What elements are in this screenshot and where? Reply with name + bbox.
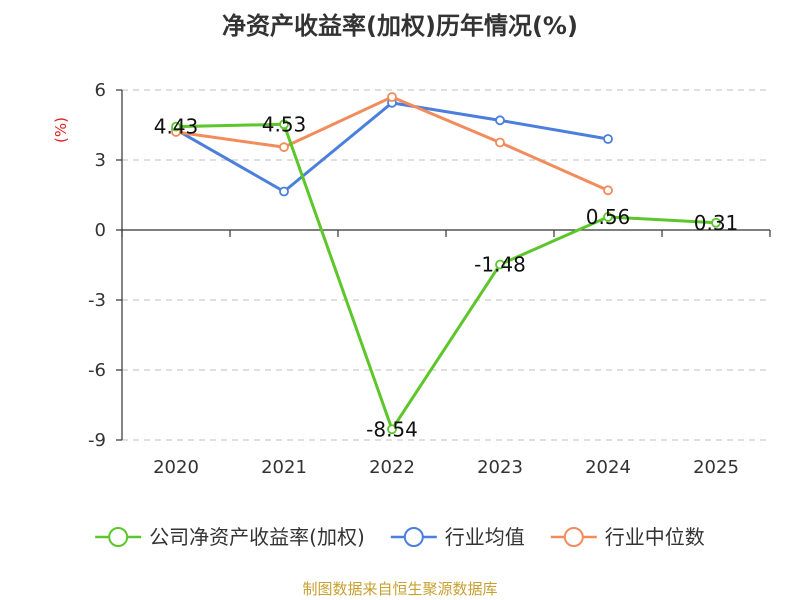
y-tick-label: 0 xyxy=(95,220,106,241)
series-line xyxy=(174,122,718,431)
legend-item[interactable]: 行业均值 xyxy=(390,525,525,549)
data-point xyxy=(603,212,613,222)
y-tick-label: -6 xyxy=(88,360,106,381)
y-tick-label: -3 xyxy=(88,290,106,311)
legend-circle-symbol xyxy=(403,527,424,547)
y-tick-label: -9 xyxy=(88,430,106,451)
data-label: -1.48 xyxy=(474,253,526,277)
x-tick-label: 2020 xyxy=(153,457,199,478)
data-point xyxy=(387,424,397,435)
legend: 公司净资产收益率(加权) 行业均值 行业中位数 xyxy=(95,525,705,549)
data-point xyxy=(279,186,289,197)
data-label: 0.31 xyxy=(694,211,739,235)
data-point xyxy=(279,119,289,130)
x-tick-label: 2022 xyxy=(369,457,415,478)
label-layer: 4.43 4.53 -8.54 -1.48 0.56 0.31 xyxy=(154,112,739,441)
y-axis-label: (%) xyxy=(52,117,70,143)
series-layer xyxy=(171,92,721,435)
data-point xyxy=(279,142,289,153)
axis-layer: 6 3 0 -3 -6 -9 2020 2021 2022 2023 2024 2025 (%) xyxy=(52,80,771,478)
legend-item[interactable]: 行业中位数 xyxy=(550,525,705,549)
data-point xyxy=(387,92,397,102)
legend-item[interactable]: 公司净资产收益率(加权) xyxy=(95,525,365,549)
y-tick-label: 6 xyxy=(95,80,106,101)
data-label: 4.53 xyxy=(262,112,307,136)
x-tick-label: 2021 xyxy=(261,457,307,478)
x-tick-label: 2025 xyxy=(693,457,739,478)
x-tick-label: 2024 xyxy=(585,457,631,478)
data-point xyxy=(171,121,181,132)
data-point xyxy=(495,115,505,126)
legend-label: 行业中位数 xyxy=(605,525,705,549)
data-point xyxy=(603,185,613,196)
legend-circle-symbol xyxy=(563,527,584,547)
y-tick-label: 3 xyxy=(95,150,106,171)
grid-layer xyxy=(122,89,770,441)
series-2 xyxy=(171,92,613,196)
data-label: -8.54 xyxy=(366,417,418,441)
legend-circle-symbol xyxy=(108,527,129,547)
series-1 xyxy=(171,97,613,197)
series-line xyxy=(174,101,610,193)
x-tick-label: 2023 xyxy=(477,457,523,478)
data-label: 4.43 xyxy=(154,115,199,139)
chart-title: 净资产收益率(加权)历年情况(%) xyxy=(222,12,578,40)
data-point xyxy=(495,259,505,270)
series-0 xyxy=(171,119,721,435)
data-point xyxy=(495,137,505,148)
series-line xyxy=(174,95,610,192)
data-point xyxy=(603,134,613,144)
legend-label: 行业均值 xyxy=(445,525,525,549)
data-source-note: 制图数据来自恒生聚源数据库 xyxy=(302,580,498,598)
legend-label: 公司净资产收益率(加权) xyxy=(149,525,365,549)
data-point xyxy=(711,217,721,228)
data-label: 0.56 xyxy=(586,205,631,229)
